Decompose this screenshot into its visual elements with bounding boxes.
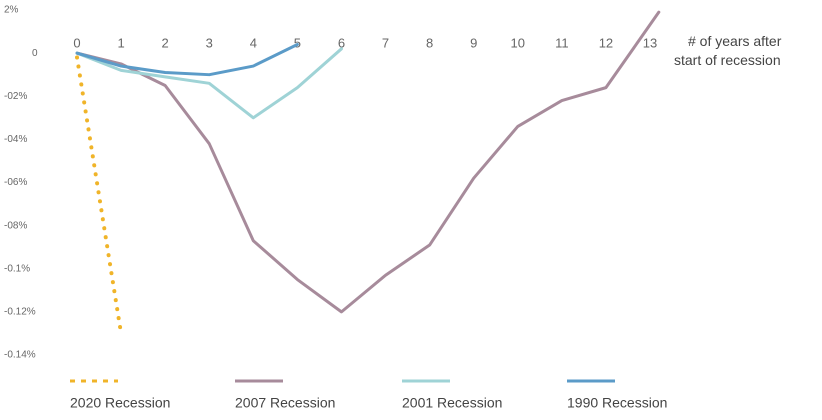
x-tick-label: 10 [511,35,525,50]
y-tick-label: -0.12% [4,307,36,318]
x-tick-label: 3 [206,35,213,50]
y-tick-label: -0.1% [4,263,30,274]
series-line [75,47,343,120]
series-line [75,10,661,314]
x-tick-label: 1 [117,35,124,50]
x-tick-label: 6 [338,35,345,50]
legend-label: 2007 Recession [235,395,335,411]
x-tick-label: 13 [643,35,657,50]
legend-label: 2020 Recession [70,395,170,411]
x-tick-label: 0 [73,35,80,50]
y-tick-label: -0.14% [4,350,36,361]
x-tick-label: 8 [426,35,433,50]
y-tick-label: -08% [4,220,27,231]
x-tick-label: 4 [250,35,257,50]
y-tick-label: 0 [32,48,38,59]
x-tick-label: 11 [555,35,569,50]
x-tick-label: 12 [599,35,613,50]
y-tick-label: -06% [4,177,27,188]
legend-label: 1990 Recession [567,395,667,411]
y-tick-label: -02% [4,91,27,102]
y-tick-label: -04% [4,134,27,145]
legend-label: 2001 Recession [402,395,502,411]
x-axis-label: # of years after start of recession [674,33,782,68]
x-tick-label: 7 [382,35,389,50]
x-tick-label: 5 [294,35,301,50]
series-line [75,43,299,77]
series-line [75,55,124,336]
x-tick-label: 2 [162,35,169,50]
x-tick-label: 9 [470,35,477,50]
y-tick-label: 2% [4,5,19,16]
